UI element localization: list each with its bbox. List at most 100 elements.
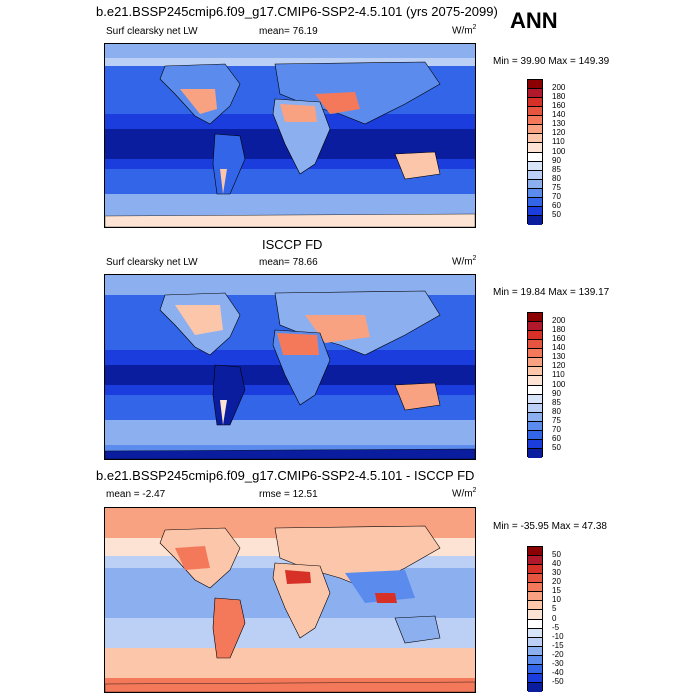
panel1-mean-label: mean= 76.19 xyxy=(259,26,318,37)
colorbar-tick-label: 120 xyxy=(552,361,566,371)
colorbar-tick-label: 100 xyxy=(552,379,566,389)
panel2-map xyxy=(104,274,476,460)
colorbar-tick-label: 0 xyxy=(552,613,557,623)
colorbar-swatch xyxy=(528,89,542,99)
colorbar-swatch xyxy=(528,430,542,440)
colorbar-swatch xyxy=(528,188,542,198)
colorbar-tick-label: 70 xyxy=(552,191,561,201)
panel3-mean-label: mean = -2.47 xyxy=(106,489,166,500)
colorbar-swatch xyxy=(528,682,542,692)
panel3-map xyxy=(104,507,476,693)
panel3-rmse-label: rmse = 12.51 xyxy=(259,489,318,500)
colorbar-swatch xyxy=(528,98,542,108)
colorbar-tick-label: 60 xyxy=(552,433,561,443)
colorbar-tick-label: 130 xyxy=(552,119,566,129)
colorbar-swatch xyxy=(528,412,542,422)
colorbar-tick-label: 200 xyxy=(552,83,566,93)
colorbar-swatch xyxy=(528,152,542,162)
colorbar-tick-label: -50 xyxy=(552,676,564,686)
panel1-colorbar-ticks: 200 180 160 140 130 120 110 100 90 85 80 75 70 60 50 xyxy=(552,79,592,224)
colorbar-tick-label: -20 xyxy=(552,649,564,659)
colorbar-swatch xyxy=(528,170,542,180)
colorbar-swatch xyxy=(528,313,542,323)
colorbar-swatch xyxy=(528,358,542,368)
colorbar-tick-label: 20 xyxy=(552,577,561,587)
colorbar-tick-label: 50 xyxy=(552,209,561,219)
colorbar-tick-label: 75 xyxy=(552,415,561,425)
colorbar-tick-label: 160 xyxy=(552,101,566,111)
colorbar-swatch xyxy=(528,116,542,126)
panel3-colorbar xyxy=(527,546,543,692)
colorbar-tick-label: 180 xyxy=(552,92,566,102)
panel1-map-svg xyxy=(105,44,475,227)
colorbar-tick-label: 200 xyxy=(552,316,566,326)
colorbar-swatch xyxy=(528,574,542,584)
colorbar-tick-label: 110 xyxy=(552,137,565,147)
colorbar-swatch xyxy=(528,439,542,449)
colorbar-swatch xyxy=(528,385,542,395)
colorbar-tick-label: 90 xyxy=(552,155,561,165)
panel1-minmax: Min = 39.90 Max = 149.39 xyxy=(493,56,610,67)
panel2-colorbar xyxy=(527,312,543,458)
colorbar-tick-label: 90 xyxy=(552,388,561,398)
colorbar-tick-label: 15 xyxy=(552,586,561,596)
colorbar-tick-label: -15 xyxy=(552,640,564,650)
colorbar-swatch xyxy=(528,646,542,656)
panel2-units: W/m2 xyxy=(452,255,477,268)
panel2-title: ISCCP FD xyxy=(262,237,323,252)
panel3-colorbar-ticks: 50 40 30 20 15 10 5 0 -5 -10 -15 -20 -30 -40 -50 xyxy=(552,546,592,691)
colorbar-tick-label: 130 xyxy=(552,352,566,362)
colorbar-tick-label: 50 xyxy=(552,550,561,560)
colorbar-swatch xyxy=(528,107,542,117)
colorbar-swatch xyxy=(528,664,542,674)
colorbar-tick-label: 60 xyxy=(552,200,561,210)
colorbar-swatch xyxy=(528,376,542,386)
colorbar-swatch xyxy=(528,556,542,566)
colorbar-tick-label: 140 xyxy=(552,343,566,353)
colorbar-tick-label: 100 xyxy=(552,146,566,156)
colorbar-tick-label: 80 xyxy=(552,406,561,416)
colorbar-tick-label: 75 xyxy=(552,182,561,192)
colorbar-swatch xyxy=(528,565,542,575)
colorbar-swatch xyxy=(528,547,542,557)
colorbar-swatch xyxy=(528,394,542,404)
colorbar-swatch xyxy=(528,403,542,413)
colorbar-tick-label: -5 xyxy=(552,622,560,632)
colorbar-swatch xyxy=(528,583,542,593)
colorbar-swatch xyxy=(528,367,542,377)
colorbar-tick-label: 140 xyxy=(552,110,566,120)
colorbar-tick-label: 160 xyxy=(552,334,566,344)
colorbar-tick-label: 85 xyxy=(552,164,561,174)
colorbar-swatch xyxy=(528,197,542,207)
colorbar-tick-label: 40 xyxy=(552,559,561,569)
panel1-colorbar xyxy=(527,79,543,225)
colorbar-swatch xyxy=(528,421,542,431)
colorbar-swatch xyxy=(528,134,542,144)
colorbar-tick-label: 10 xyxy=(552,595,561,605)
colorbar-tick-label: 30 xyxy=(552,568,561,578)
colorbar-swatch xyxy=(528,125,542,135)
panel3-minmax: Min = -35.95 Max = 47.38 xyxy=(493,521,607,532)
panel3-units: W/m2 xyxy=(452,487,477,500)
colorbar-swatch xyxy=(528,143,542,153)
colorbar-swatch xyxy=(528,215,542,225)
colorbar-tick-label: 5 xyxy=(552,604,557,614)
colorbar-swatch xyxy=(528,206,542,216)
colorbar-tick-label: -10 xyxy=(552,631,564,641)
panel2-mean-label: mean= 78.66 xyxy=(259,257,318,268)
colorbar-swatch xyxy=(528,322,542,332)
colorbar-swatch xyxy=(528,340,542,350)
colorbar-swatch xyxy=(528,80,542,90)
main-title: b.e21.BSSP245cmip6.f09_g17.CMIP6-SSP2-4.… xyxy=(96,4,498,19)
panel3-title: b.e21.BSSP245cmip6.f09_g17.CMIP6-SSP2-4.… xyxy=(96,468,475,483)
colorbar-swatch xyxy=(528,655,542,665)
season-label: ANN xyxy=(510,8,558,33)
colorbar-swatch xyxy=(528,601,542,611)
colorbar-tick-label: -30 xyxy=(552,658,564,668)
colorbar-tick-label: 50 xyxy=(552,442,561,452)
colorbar-swatch xyxy=(528,592,542,602)
colorbar-swatch xyxy=(528,637,542,647)
colorbar-swatch xyxy=(528,179,542,189)
panel2-minmax: Min = 19.84 Max = 139.17 xyxy=(493,287,610,298)
colorbar-swatch xyxy=(528,349,542,359)
